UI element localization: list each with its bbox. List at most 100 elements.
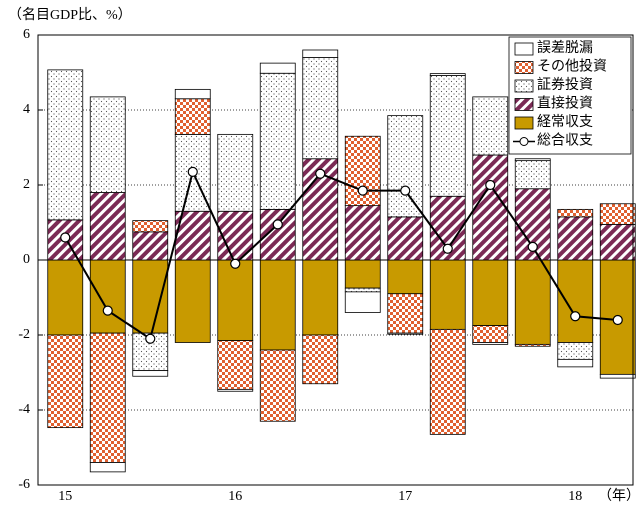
bar-segment (302, 334, 339, 385)
line-marker (145, 333, 156, 344)
bar-segment (174, 98, 211, 135)
bar-segment (472, 259, 509, 327)
legend-label: 証券投資 (537, 77, 593, 93)
y-tick-label: 0 (23, 252, 30, 267)
x-tick-label: 18 (568, 489, 582, 504)
line-marker (527, 241, 538, 252)
line-marker (570, 311, 581, 322)
bar-segment (217, 259, 254, 342)
bar-segment (472, 342, 509, 345)
bar-segment (89, 192, 126, 261)
bar-segment (472, 154, 509, 261)
bar-segment (472, 96, 509, 156)
legend-label: 総合収支 (537, 133, 593, 149)
bar-segment (557, 259, 594, 343)
legend-marker (519, 137, 529, 146)
lines (60, 166, 623, 344)
bar-segment (472, 325, 509, 343)
bar-segment (174, 259, 211, 343)
bar-segment (429, 328, 466, 435)
bar-segment (514, 343, 551, 347)
legend-label: その他投資 (537, 59, 607, 75)
bar-segment (387, 293, 424, 334)
legend-swatch (514, 79, 534, 93)
bar-segment (89, 462, 126, 473)
x-tick-label: 16 (228, 489, 242, 504)
y-tick-label: 6 (23, 27, 30, 42)
bar-segment (259, 349, 296, 422)
bar-segment (429, 75, 466, 197)
line-marker (230, 258, 241, 269)
bar-segment (387, 216, 424, 261)
bar-segment (217, 340, 254, 390)
bar-segment (557, 208, 594, 218)
legend-label: 経常収支 (537, 114, 593, 130)
bar-segment (557, 342, 594, 360)
bar-segment (514, 160, 551, 190)
bar-segment (89, 96, 126, 193)
bar-segment (302, 259, 339, 336)
line-marker (315, 168, 326, 179)
bar-segment (217, 133, 254, 212)
line-marker (612, 314, 623, 326)
line-marker (400, 185, 411, 196)
x-axis-label: （年） (598, 488, 640, 504)
bar-segment (557, 358, 594, 368)
bar-segment (557, 216, 594, 261)
legend-swatch (514, 42, 534, 56)
bar-segment (599, 223, 636, 261)
y-tick-label: 2 (23, 177, 30, 192)
y-tick-label: 4 (23, 102, 30, 117)
x-tick-label: 15 (58, 489, 72, 504)
bar-segment (344, 259, 381, 289)
y-tick-label: -4 (18, 402, 30, 417)
line-marker (485, 179, 496, 191)
bar-segment (599, 373, 636, 379)
bar-segment (344, 291, 381, 313)
bars (47, 49, 636, 473)
y-tick-label: -2 (18, 327, 30, 342)
legend-label: 誤差脱漏 (537, 40, 593, 56)
plot-frame (37, 34, 634, 486)
y-axis-label: （名目GDP比、%） (8, 7, 132, 23)
line-marker (357, 185, 368, 196)
bar-segment (89, 259, 126, 334)
bar-segment (387, 115, 424, 218)
bar-segment (302, 49, 339, 58)
bar-segment (302, 57, 339, 160)
y-tick-label: -6 (18, 477, 30, 492)
bar-segment (132, 259, 169, 334)
bar-segment (217, 388, 254, 392)
legend-swatch (514, 61, 534, 74)
bar-segment (429, 73, 466, 76)
bar-segment (132, 220, 169, 233)
bar-segment (387, 332, 424, 335)
line-marker (442, 243, 453, 254)
bar-segment (387, 259, 424, 295)
bar-segment (47, 69, 84, 221)
line-marker (102, 305, 113, 316)
line-marker (187, 166, 198, 177)
bar-segment (47, 334, 84, 429)
bar-segment (429, 259, 466, 330)
bar-segment (132, 231, 169, 261)
line (64, 168, 618, 341)
legend-label: 直接投資 (537, 95, 593, 112)
legend-swatch (514, 98, 534, 111)
bar-segment (514, 158, 551, 162)
legend-box (508, 36, 632, 155)
bar-segment (132, 370, 169, 377)
bar-segment (47, 259, 84, 336)
bar-segment (89, 332, 126, 463)
line-marker (272, 219, 283, 230)
x-tick-label: 17 (398, 489, 412, 504)
line-marker (60, 232, 71, 243)
bar-segment (174, 88, 211, 100)
bar-segment (259, 259, 296, 351)
bar-segment (599, 203, 636, 225)
bar-segment (514, 259, 551, 345)
bar-segment (344, 287, 381, 293)
legend-swatch (514, 116, 534, 130)
